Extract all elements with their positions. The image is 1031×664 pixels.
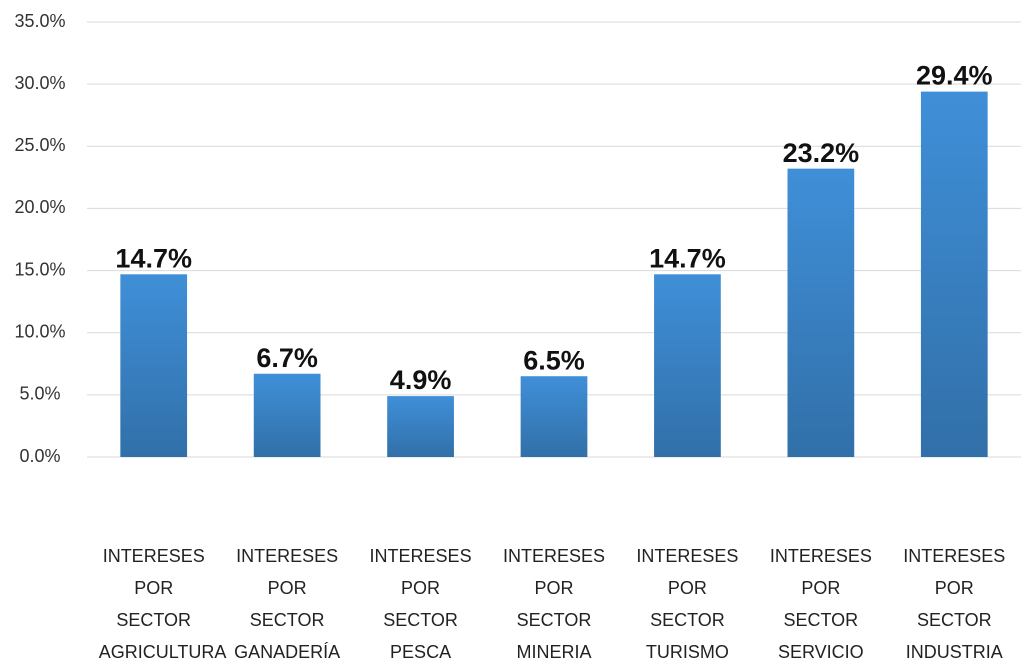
bar-shade — [654, 274, 721, 457]
data-label: 29.4% — [916, 61, 993, 91]
data-label: 6.5% — [523, 345, 585, 375]
y-tick-label: 35.0% — [14, 11, 65, 31]
bar-shade — [787, 168, 855, 457]
y-tick-label: 15.0% — [14, 259, 65, 279]
bar-shade — [920, 91, 988, 457]
y-tick-label: 10.0% — [14, 321, 65, 341]
x-tick-label: INTERESES POR SECTOR AGRICULTURA — [98, 546, 227, 662]
x-tick-label: INTERESES POR SECTOR MINERIA — [502, 546, 606, 662]
y-tick-label: 30.0% — [14, 73, 65, 93]
x-tick-label: INTERESES POR SECTOR PESCA — [369, 546, 472, 662]
data-label: 4.9% — [390, 365, 452, 395]
x-tick-label: INTERESES POR SECTOR TURISMO — [636, 546, 739, 662]
x-tick-label: INTERESES POR SECTOR SERVICIO — [769, 546, 872, 662]
y-tick-label: 0.0% — [19, 446, 60, 466]
bar-shade — [120, 274, 188, 457]
y-tick-label: 25.0% — [14, 135, 65, 155]
x-tick-label: INTERESES POR SECTOR GANADERÍA — [234, 546, 341, 662]
data-label: 6.7% — [256, 343, 318, 373]
bar-shade — [387, 396, 454, 457]
x-tick-label: INTERESES POR SECTOR INDUSTRIA — [903, 546, 1006, 662]
bar-shade — [253, 373, 321, 457]
data-label: 14.7% — [115, 243, 192, 273]
data-label: 14.7% — [649, 243, 726, 273]
y-tick-label: 5.0% — [19, 384, 60, 404]
data-label: 23.2% — [783, 138, 860, 168]
y-tick-label: 20.0% — [14, 197, 65, 217]
bar-shade — [520, 376, 588, 457]
